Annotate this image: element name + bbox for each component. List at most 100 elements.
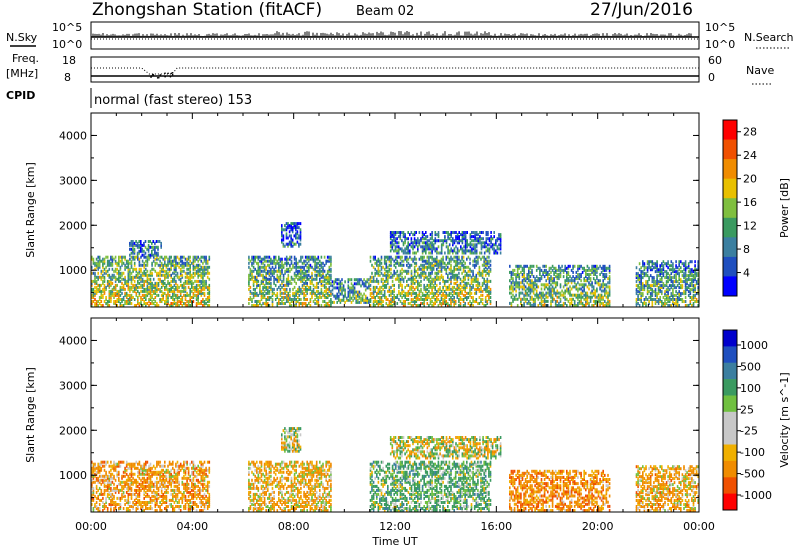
data-cell [535,279,538,283]
data-cell [157,257,160,261]
data-cell [404,293,406,297]
data-cell [488,279,490,283]
data-cell [420,296,422,299]
data-cell [453,269,455,273]
data-cell [526,291,528,295]
data-cell [478,283,481,287]
data-cell [270,257,272,261]
data-cell [355,290,357,294]
data-cell [203,287,206,291]
data-cell [97,255,99,259]
data-cell [141,279,144,283]
data-cell [456,261,459,265]
data-cell [594,301,597,305]
data-cell [114,293,117,297]
data-cell [443,293,446,297]
data-cell [485,249,488,253]
data-cell [569,304,571,307]
data-cell [303,283,305,287]
data-cell [638,276,641,280]
data-cell [548,281,551,285]
data-cell [667,292,669,296]
data-cell [450,277,452,281]
data-cell [388,300,391,303]
data-cell [443,289,446,293]
data-cell [315,265,318,269]
data-cell [473,257,476,261]
data-cell [140,243,142,247]
data-cell [426,302,429,305]
data-cell [389,235,392,239]
data-cell [315,300,318,303]
data-cell [94,277,96,281]
data-cell [404,235,406,239]
data-cell [281,234,283,238]
data-cell [654,298,657,301]
data-cell [485,239,488,243]
data-cell [520,264,522,268]
data-cell [118,277,120,281]
data-cell [113,257,115,261]
data-cell [119,259,122,263]
data-cell [670,268,673,272]
data-cell [483,304,485,307]
data-cell [524,299,527,303]
data-cell [440,249,443,253]
data-cell [521,287,524,291]
data-cell [200,289,203,293]
data-cell [545,293,547,297]
data-cell [585,273,587,276]
data-cell [464,273,466,277]
data-cell [328,304,331,307]
data-cell [179,293,182,297]
data-cell [319,277,321,281]
data-cell [127,287,130,291]
data-cell [315,263,318,267]
data-cell [421,263,424,267]
data-cell [279,259,282,263]
data-cell [385,273,388,277]
data-cell [383,291,386,295]
data-cell [596,281,598,285]
data-cell [376,293,378,297]
data-cell [486,259,489,263]
data-cell [648,290,650,294]
data-cell [323,275,326,279]
data-cell [175,263,177,267]
data-cell [436,300,438,303]
data-cell [363,300,365,304]
data-cell [564,268,566,272]
data-cell [152,255,155,259]
data-cell [143,271,145,275]
data-cell [159,289,161,293]
data-cell [382,293,384,297]
data-cell [345,298,348,302]
data-cell [281,240,283,244]
data-cell [143,261,145,265]
data-cell [566,277,568,281]
data-cell [526,293,528,297]
data-cell [417,239,419,243]
data-cell [162,281,164,285]
data-cell [304,279,307,283]
data-cell [304,302,307,305]
data-cell [124,263,126,267]
data-cell [534,297,536,301]
data-cell [594,291,597,295]
data-cell [483,241,486,245]
data-cell [256,285,258,289]
data-cell [183,281,185,285]
data-cell [405,237,408,241]
data-cell [589,277,592,281]
data-cell [295,273,297,277]
data-cell [297,273,299,277]
data-cell [528,283,530,287]
data-cell [105,302,107,305]
data-cell [285,259,288,263]
data-cell [132,285,134,289]
data-cell [635,276,638,280]
data-cell [646,280,649,284]
data-cell [186,273,188,277]
data-cell [589,273,592,276]
data-cell [206,265,209,269]
